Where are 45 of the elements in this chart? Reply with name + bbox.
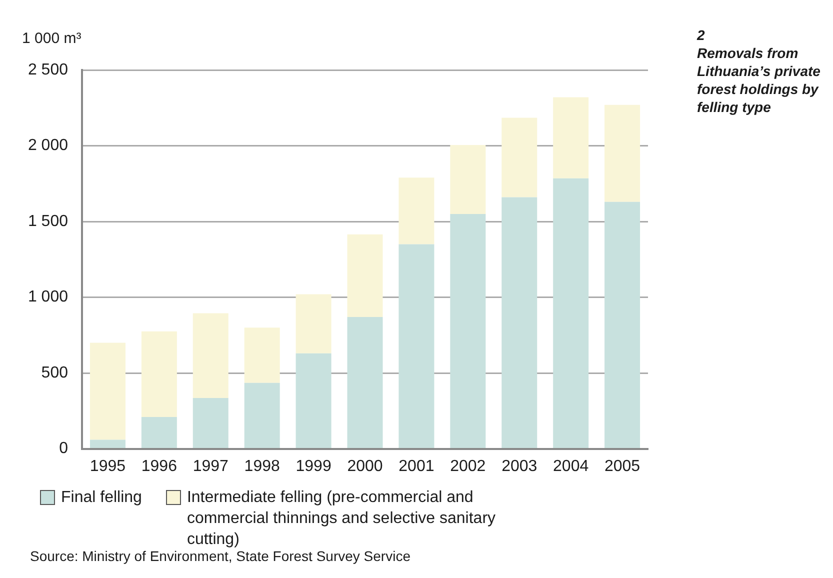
bar [604,104,640,202]
bar [141,331,177,417]
legend-label: Final felling [61,488,142,508]
y-tick-label: 2 500 [28,61,68,78]
y-tick-label: 500 [41,364,68,382]
bar [502,197,538,448]
x-tick-label: 2000 [347,458,383,475]
bar [192,398,228,448]
bar [192,313,228,398]
bar [141,416,177,448]
text: Removals from Lithuania’s private forest holdings by felling type [697,44,822,116]
bar [604,202,640,448]
y-tick-label: 2 000 [28,137,68,154]
source-note: Source: Ministry of Environment, State Forest Survey Service [30,548,410,564]
y-axis-title: 1 000 m³ [22,30,82,47]
x-tick-label: 1997 [192,458,229,475]
bar [450,214,486,448]
x-tick-label: 2005 [604,458,640,475]
bar [553,178,589,448]
bar [398,244,434,448]
x-tick-label: 1996 [141,458,178,475]
bar [450,145,486,214]
x-tick-label: 2002 [450,458,486,475]
bar [347,234,383,317]
x-tick-label: 2004 [553,458,589,475]
bar [244,328,280,383]
bar [90,342,126,440]
x-tick-label: 2003 [502,458,538,475]
y-tick-label: 1 000 [28,288,68,306]
bar [244,382,280,448]
bar [296,353,332,448]
x-tick-label: 1998 [244,458,280,475]
bar [553,97,589,178]
bar [90,440,126,448]
x-tick-label: 1999 [296,458,332,475]
x-tick-label: 1995 [90,458,126,475]
bar [398,178,434,244]
bar [296,294,332,354]
bar [347,316,383,448]
bar [502,118,538,198]
legend-label: Intermediate felling (pre-commercial and commercial thinnings and selective sanitary cutting) [186,488,497,550]
y-tick-label: 1 500 [28,212,68,230]
y-tick-label: 0 [59,440,68,458]
text: 2 [697,26,706,44]
x-tick-label: 2001 [398,458,434,475]
